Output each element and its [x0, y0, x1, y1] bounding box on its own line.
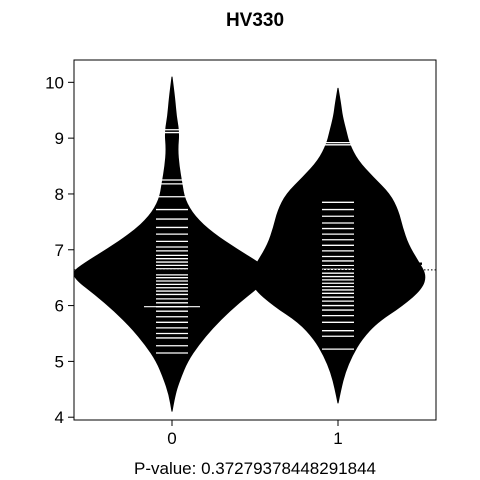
y-tick-label: 8 — [55, 185, 64, 204]
x-tick-label: 0 — [167, 429, 176, 448]
y-tick-label: 10 — [45, 73, 64, 92]
chart-title: HV330 — [226, 10, 284, 31]
y-tick-label: 7 — [55, 241, 64, 260]
bean-group-1 — [250, 87, 426, 404]
plot-inner — [74, 76, 436, 412]
y-tick-label: 5 — [55, 352, 64, 371]
bean-group-0 — [74, 76, 271, 412]
y-tick-label: 4 — [55, 408, 64, 427]
y-axis: 4 5 6 7 8 9 10 — [45, 73, 74, 427]
plot-frame — [73, 59, 437, 421]
plot-area — [73, 59, 437, 421]
y-tick-label: 9 — [55, 129, 64, 148]
x-tick-label: 1 — [333, 429, 342, 448]
y-tick-label: 6 — [55, 297, 64, 316]
p-value-label: P-value: 0.37279378448291844 — [134, 459, 376, 478]
